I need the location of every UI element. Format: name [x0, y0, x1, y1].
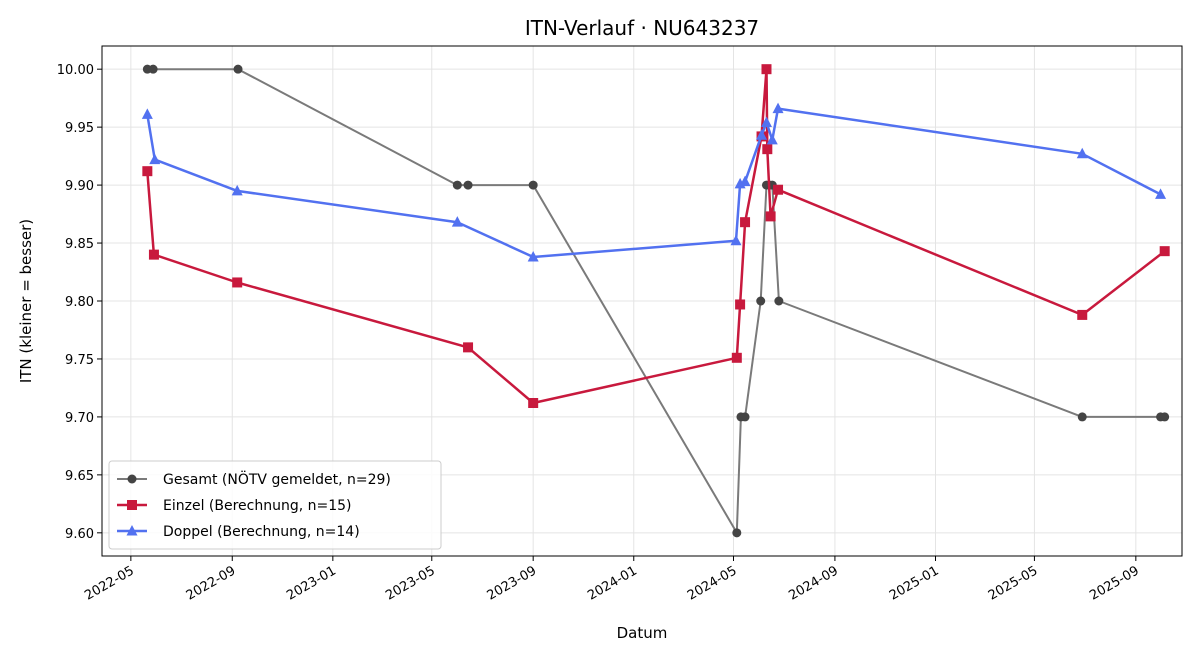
x-tick-label: 2025-01	[887, 563, 942, 603]
legend-label: Gesamt (NÖTV gemeldet, n=29)	[163, 470, 391, 488]
doppel-line	[146, 107, 1162, 259]
gesamt-point	[1160, 412, 1170, 422]
x-tick-label: 2022-05	[82, 563, 137, 603]
einzel-point	[765, 211, 776, 222]
x-tick-label: 2023-09	[485, 563, 540, 603]
gesamt-point	[463, 180, 473, 190]
einzel-point	[528, 398, 539, 408]
gesamt-point	[528, 180, 538, 190]
legend-box	[108, 460, 442, 550]
doppel-point	[756, 129, 768, 140]
y-tick-label: 10.00	[57, 63, 94, 78]
einzel-point	[762, 144, 773, 155]
y-tick-label: 9.80	[65, 295, 94, 310]
doppel-point	[527, 250, 539, 262]
einzel-line	[146, 67, 1166, 405]
doppel-point	[149, 153, 161, 165]
series-einzel	[142, 64, 1170, 408]
legend-swatch-marker	[127, 474, 137, 484]
gesamt-point	[233, 64, 243, 74]
legend-item-gesamt: Gesamt (NÖTV gemeldet, n=29)	[117, 470, 391, 488]
gesamt-point	[1077, 412, 1087, 422]
gesamt-point	[148, 64, 158, 74]
legend-label: Doppel (Berechnung, n=14)	[163, 524, 360, 540]
einzel-point	[1077, 309, 1088, 320]
gesamt-point	[740, 412, 750, 422]
legend-item-einzel: Einzel (Berechnung, n=15)	[117, 498, 352, 514]
legend-label: Einzel (Berechnung, n=15)	[163, 498, 352, 514]
x-tick-label: 2025-05	[986, 563, 1041, 603]
legend-swatch-marker	[126, 525, 138, 536]
einzel-point	[773, 184, 784, 195]
y-axis-title: ITN (kleiner = besser)	[17, 219, 35, 383]
doppel-point	[772, 102, 784, 114]
doppel-point	[231, 184, 243, 196]
einzel-point	[740, 217, 751, 228]
grid	[102, 46, 1182, 556]
doppel-point	[451, 216, 463, 227]
einzel-point	[232, 277, 243, 288]
gesamt-point	[756, 296, 766, 306]
y-tick-label: 9.65	[65, 469, 94, 484]
y-tick-label: 9.60	[65, 527, 94, 542]
doppel-point	[141, 108, 153, 119]
series-layer	[141, 64, 1170, 538]
series-gesamt	[142, 64, 1170, 538]
doppel-point	[730, 234, 742, 246]
gesamt-point	[732, 528, 742, 538]
x-tick-label: 2024-01	[585, 563, 640, 603]
y-tick-label: 9.85	[65, 237, 94, 252]
x-tick-label: 2023-05	[383, 563, 438, 603]
x-tick-label: 2024-09	[786, 563, 841, 603]
y-tick-label: 9.70	[65, 411, 94, 426]
einzel-point	[142, 166, 153, 177]
einzel-point	[1159, 246, 1170, 257]
doppel-point	[1076, 147, 1088, 159]
einzel-point	[761, 64, 772, 75]
einzel-point	[148, 249, 159, 260]
legend-item-doppel: Doppel (Berechnung, n=14)	[117, 524, 360, 540]
gesamt-point	[452, 180, 462, 190]
gesamt-point	[774, 296, 784, 306]
legend: Gesamt (NÖTV gemeldet, n=29) Einzel (Bere…	[108, 460, 442, 550]
legend-swatch-marker	[127, 500, 137, 510]
doppel-point	[739, 175, 751, 187]
x-axis-title: Datum	[617, 624, 668, 642]
y-tick-label: 9.75	[65, 353, 94, 368]
x-tick-label: 2022-09	[184, 563, 239, 603]
chart-title: ITN-Verlauf · NU643237	[525, 16, 759, 40]
doppel-point	[766, 133, 778, 145]
y-tick-label: 9.95	[65, 121, 94, 136]
y-tick-label: 9.90	[65, 179, 94, 194]
x-tick-label: 2025-09	[1087, 563, 1142, 603]
einzel-point	[463, 342, 474, 353]
x-tick-label: 2023-01	[284, 563, 339, 603]
einzel-point	[731, 352, 742, 363]
einzel-point	[735, 299, 746, 310]
doppel-point	[1155, 188, 1167, 199]
doppel-point	[760, 116, 772, 127]
series-doppel	[141, 102, 1167, 262]
x-tick-label: 2024-05	[685, 563, 740, 603]
